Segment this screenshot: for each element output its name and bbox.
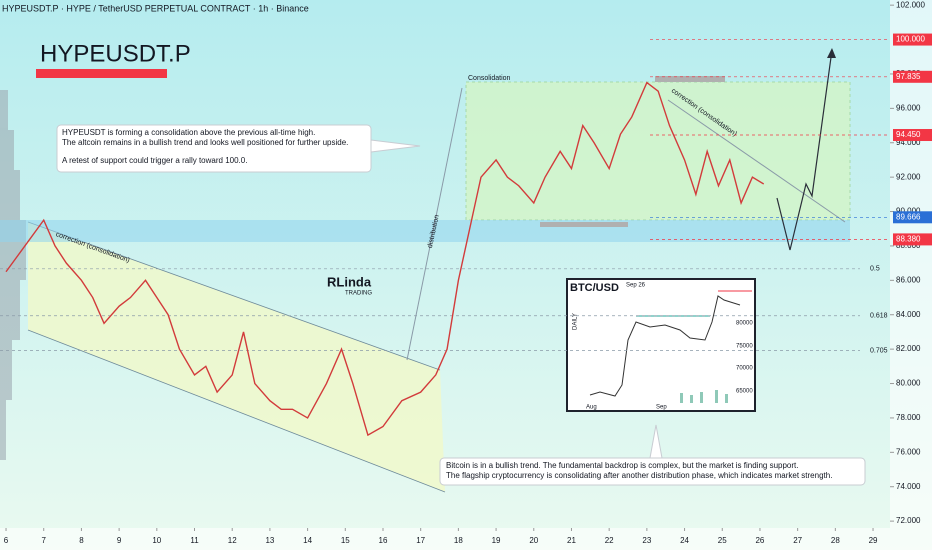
x-tick-label: 22 (605, 536, 614, 545)
y-tick-label: 90.000 (896, 207, 921, 216)
highlight (540, 222, 628, 227)
price-line (5, 81, 765, 437)
fib-label: 0.618 (870, 313, 888, 320)
x-tick-label: 9 (117, 536, 122, 545)
y-tick-label: 84.000 (896, 310, 921, 319)
note-text: The flagship cryptocurrency is consolida… (446, 471, 832, 480)
x-tick-label: 6 (4, 536, 9, 545)
inset-side: DAILY (573, 313, 579, 330)
support-zone (0, 220, 850, 242)
note-text: The altcoin remains in a bullish trend a… (62, 138, 348, 147)
x-tick-label: 15 (341, 536, 350, 545)
y-tick-label: 76.000 (896, 447, 921, 456)
y-tick-label: 86.000 (896, 275, 921, 284)
y-tick-label: 102.000 (896, 0, 925, 9)
x-tick-label: 27 (793, 536, 802, 545)
y-tick-label: 82.000 (896, 344, 921, 353)
header: HYPEUSDT.P · HYPE / TetherUSD PERPETUAL … (2, 3, 309, 13)
inset-tick: 75000 (736, 344, 753, 350)
x-tick-label: 7 (42, 536, 47, 545)
price-box (893, 70, 932, 83)
note: HYPEUSDT is forming a consolidation abov… (56, 124, 421, 173)
inset-date: Sep 26 (626, 283, 646, 289)
y-tick-label: 80.000 (896, 379, 921, 388)
price-box (893, 211, 932, 224)
arrow-head (827, 48, 836, 58)
watermark-bar (36, 69, 167, 78)
x-tick-label: 19 (492, 536, 501, 545)
y-tick-label: 74.000 (896, 482, 921, 491)
x-tick-label: 28 (831, 536, 840, 545)
x-tick-label: 8 (79, 536, 84, 545)
watermark: HYPEUSDT.P (40, 40, 191, 67)
x-tick-label: 26 (755, 536, 764, 545)
inset-tick: Sep (656, 405, 667, 411)
note-text: HYPEUSDT is forming a consolidation abov… (62, 128, 315, 137)
y-tick-label: 96.000 (896, 103, 921, 112)
x-axis-panel (0, 528, 890, 550)
y-axis-panel (890, 0, 932, 550)
x-tick-label: 25 (718, 536, 727, 545)
channel-line (27, 221, 441, 371)
inset-title: BTC/USD (570, 282, 619, 294)
trend-line (667, 99, 846, 223)
y-tick-label: 72.000 (896, 516, 921, 525)
x-tick-label: 12 (228, 536, 237, 545)
price-box (893, 129, 932, 142)
note-text: A retest of support could trigger a rall… (62, 156, 247, 165)
y-tick-label: 94.000 (896, 138, 921, 147)
distribution-line (406, 87, 463, 361)
consolidation-zone (465, 81, 851, 221)
price-box (893, 33, 932, 46)
note-box (439, 457, 866, 486)
x-tick-label: 13 (265, 536, 274, 545)
price-box (893, 233, 932, 246)
x-tick-label: 20 (529, 536, 538, 545)
note: Bitcoin is in a bullish trend. The funda… (439, 424, 866, 486)
price-label: 100.000 (896, 35, 925, 44)
x-tick-label: 10 (152, 536, 161, 545)
inset-tick: 65000 (736, 389, 753, 395)
x-tick-label: 14 (303, 536, 312, 545)
channel-line (27, 329, 446, 493)
logo-sub: TRADING (345, 291, 372, 297)
fib-label: 0.705 (870, 347, 888, 354)
inset-tick: 80000 (736, 321, 753, 327)
note-pointer (370, 139, 421, 153)
y-tick-label: 88.000 (896, 241, 921, 250)
x-tick-label: 24 (680, 536, 689, 545)
fib-label: 0.5 (870, 266, 880, 273)
x-tick-label: 23 (642, 536, 651, 545)
highlight (655, 76, 725, 82)
y-tick-label: 92.000 (896, 172, 921, 181)
inset-tick: Aug (586, 405, 597, 411)
price-label: 97.835 (896, 72, 921, 81)
x-tick-label: 18 (454, 536, 463, 545)
inset-line (589, 295, 741, 397)
x-tick-label: 29 (869, 536, 878, 545)
inset-tick: 70000 (736, 366, 753, 372)
logo: RLinda (327, 274, 372, 289)
price-label: 89.666 (896, 212, 921, 221)
x-tick-label: 21 (567, 536, 576, 545)
price-label: 94.450 (896, 130, 921, 139)
projection (776, 49, 833, 251)
x-tick-label: 16 (379, 536, 388, 545)
drawing-label: Consolidation (468, 75, 511, 82)
inset: BTC/USD Sep 26 DAILY 80000 75000 70000 6… (566, 278, 756, 412)
note-text: Bitcoin is in a bullish trend. The funda… (446, 461, 798, 470)
price-label: 88.380 (896, 235, 921, 244)
inset-frame (566, 278, 756, 412)
x-tick-label: 11 (190, 536, 199, 545)
y-tick-label: 78.000 (896, 413, 921, 422)
x-tick-label: 17 (416, 536, 425, 545)
